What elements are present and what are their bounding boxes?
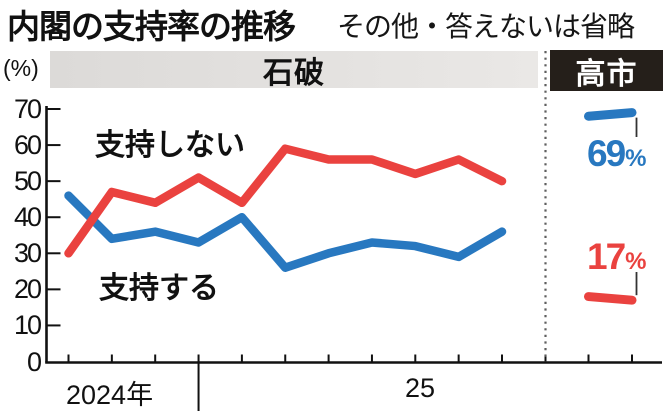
takaichi-approve-callout: 69 % <box>587 133 647 175</box>
y-axis-tick-label: 40 <box>13 202 42 233</box>
approve-series-label: 支持する <box>99 272 219 305</box>
takaichi-approve-segment <box>584 108 637 121</box>
y-axis-tick-label: 30 <box>13 238 42 269</box>
approve-line <box>64 191 507 272</box>
takaichi-disapprove-value: 17 <box>587 236 626 277</box>
disapprove-series-label: 支持しない <box>95 129 245 162</box>
y-axis-tick-label: 10 <box>13 310 42 341</box>
takaichi-disapprove-segment <box>584 292 637 305</box>
takaichi-box-label: 高市 <box>575 57 638 91</box>
takaichi-period-box: 高市 <box>550 50 663 91</box>
chart-title: 内閣の支持率の推移 <box>7 8 296 45</box>
takaichi-disapprove-unit: % <box>625 248 647 275</box>
chart-note: その他・答えないは省略 <box>337 11 635 42</box>
x-year-label-2024: 2024年 <box>66 380 154 410</box>
y-axis-tick-label: 20 <box>13 274 42 305</box>
takaichi-approve-value: 69 <box>587 133 626 174</box>
x-year-label-25: 25 <box>405 373 436 403</box>
y-axis-tick-label: 60 <box>13 130 42 161</box>
y-axis-tick-label: 0 <box>26 346 42 377</box>
ishiba-period-band: 石破 <box>50 51 538 90</box>
y-axis-tick-label: 70 <box>13 94 42 124</box>
takaichi-approve-unit: % <box>625 145 647 172</box>
y-axis-tick-label: 50 <box>13 166 42 197</box>
disapprove-line <box>64 144 507 258</box>
takaichi-disapprove-callout: 17 % <box>587 236 647 278</box>
y-axis-unit-label: (%) <box>3 55 39 81</box>
ishiba-band-label: 石破 <box>263 56 325 90</box>
